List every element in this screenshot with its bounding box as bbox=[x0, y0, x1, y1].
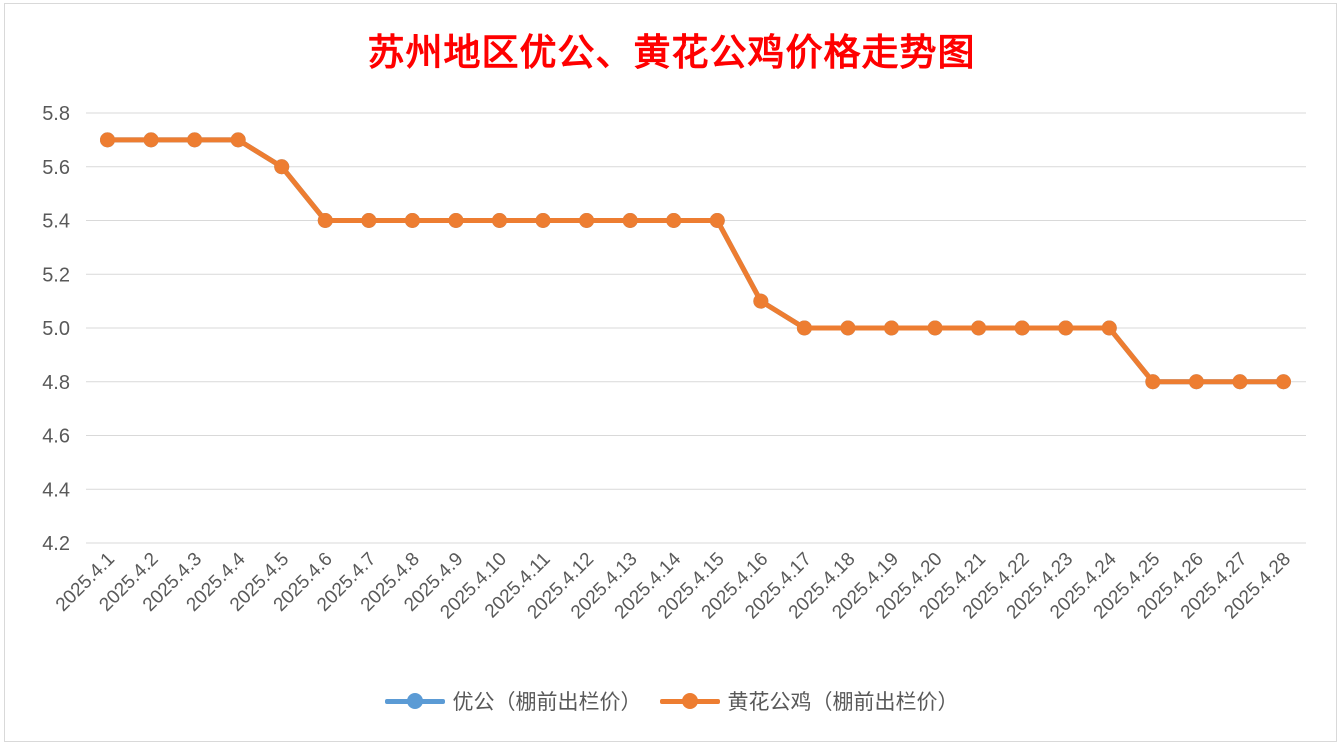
series-line-1 bbox=[105, 137, 1286, 385]
legend: 优公（棚前出栏价） 黄花公鸡（棚前出栏价） bbox=[0, 686, 1343, 716]
data-point[interactable] bbox=[274, 159, 290, 175]
y-axis-ticks: 5.8 5.6 5.4 5.2 5.0 4.8 4.6 4.4 4.2 bbox=[42, 103, 70, 555]
data-point[interactable] bbox=[1101, 320, 1117, 336]
data-point[interactable] bbox=[1058, 320, 1074, 336]
y-tick-label: 4.6 bbox=[42, 426, 70, 448]
data-point[interactable] bbox=[492, 213, 507, 228]
legend-swatch-series-1 bbox=[384, 691, 445, 711]
data-point[interactable] bbox=[1276, 374, 1291, 390]
data-point[interactable] bbox=[927, 320, 943, 336]
chart-title: 苏州地区优公、黄花公鸡价格走势图 bbox=[367, 30, 976, 74]
y-tick-label: 5.0 bbox=[42, 318, 70, 340]
legend-label-series-1: 优公（棚前出栏价） bbox=[452, 690, 642, 714]
data-point[interactable] bbox=[1014, 320, 1030, 336]
data-point[interactable] bbox=[361, 213, 377, 228]
series-2 bbox=[100, 132, 1291, 390]
data-point[interactable] bbox=[230, 132, 246, 148]
data-point[interactable] bbox=[884, 320, 899, 336]
data-point[interactable] bbox=[100, 132, 115, 148]
data-point[interactable] bbox=[317, 213, 333, 228]
y-tick-label: 5.4 bbox=[42, 211, 70, 233]
data-point[interactable] bbox=[796, 320, 812, 336]
y-tick-label: 5.2 bbox=[42, 264, 70, 286]
gridlines bbox=[86, 112, 1306, 544]
data-point[interactable] bbox=[709, 213, 725, 228]
legend-label-series-2: 黄花公鸡（棚前出栏价） bbox=[727, 690, 959, 714]
data-point[interactable] bbox=[1232, 374, 1248, 390]
data-point[interactable] bbox=[187, 132, 203, 148]
data-point[interactable] bbox=[1145, 374, 1161, 390]
y-tick-label: 4.2 bbox=[42, 533, 70, 555]
data-point[interactable] bbox=[535, 213, 551, 228]
data-point[interactable] bbox=[1188, 374, 1204, 390]
legend-item-series-1[interactable]: 优公（棚前出栏价） bbox=[384, 686, 642, 716]
chart-frame bbox=[4, 3, 1337, 742]
y-tick-label: 4.4 bbox=[42, 479, 70, 501]
y-tick-label: 4.8 bbox=[42, 372, 70, 394]
series-line-2 bbox=[105, 137, 1286, 385]
data-point[interactable] bbox=[448, 213, 464, 228]
data-point[interactable] bbox=[971, 320, 987, 336]
data-point[interactable] bbox=[753, 293, 769, 309]
x-axis-ticks: 2025.4.12025.4.22025.4.32025.4.42025.4.5… bbox=[52, 548, 1295, 623]
data-point[interactable] bbox=[622, 213, 638, 228]
data-point[interactable] bbox=[840, 320, 856, 336]
data-point[interactable] bbox=[404, 213, 420, 228]
data-point[interactable] bbox=[143, 132, 159, 148]
data-point[interactable] bbox=[666, 213, 682, 228]
legend-item-series-2[interactable]: 黄花公鸡（棚前出栏价） bbox=[659, 686, 959, 716]
y-tick-label: 5.6 bbox=[42, 157, 70, 179]
y-tick-label: 5.8 bbox=[42, 103, 70, 125]
legend-swatch-series-2 bbox=[659, 691, 720, 711]
data-point[interactable] bbox=[579, 213, 595, 228]
series-layer bbox=[100, 132, 1291, 390]
